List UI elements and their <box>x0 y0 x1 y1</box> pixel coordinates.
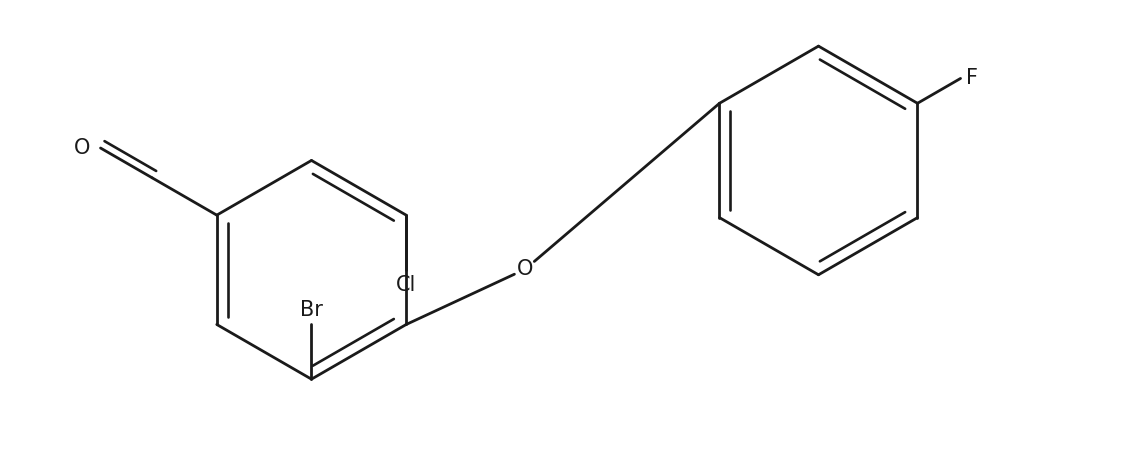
Text: F: F <box>966 68 978 89</box>
Text: O: O <box>517 259 534 279</box>
Text: Br: Br <box>300 300 323 319</box>
Text: Cl: Cl <box>396 275 416 295</box>
Text: O: O <box>74 138 91 158</box>
